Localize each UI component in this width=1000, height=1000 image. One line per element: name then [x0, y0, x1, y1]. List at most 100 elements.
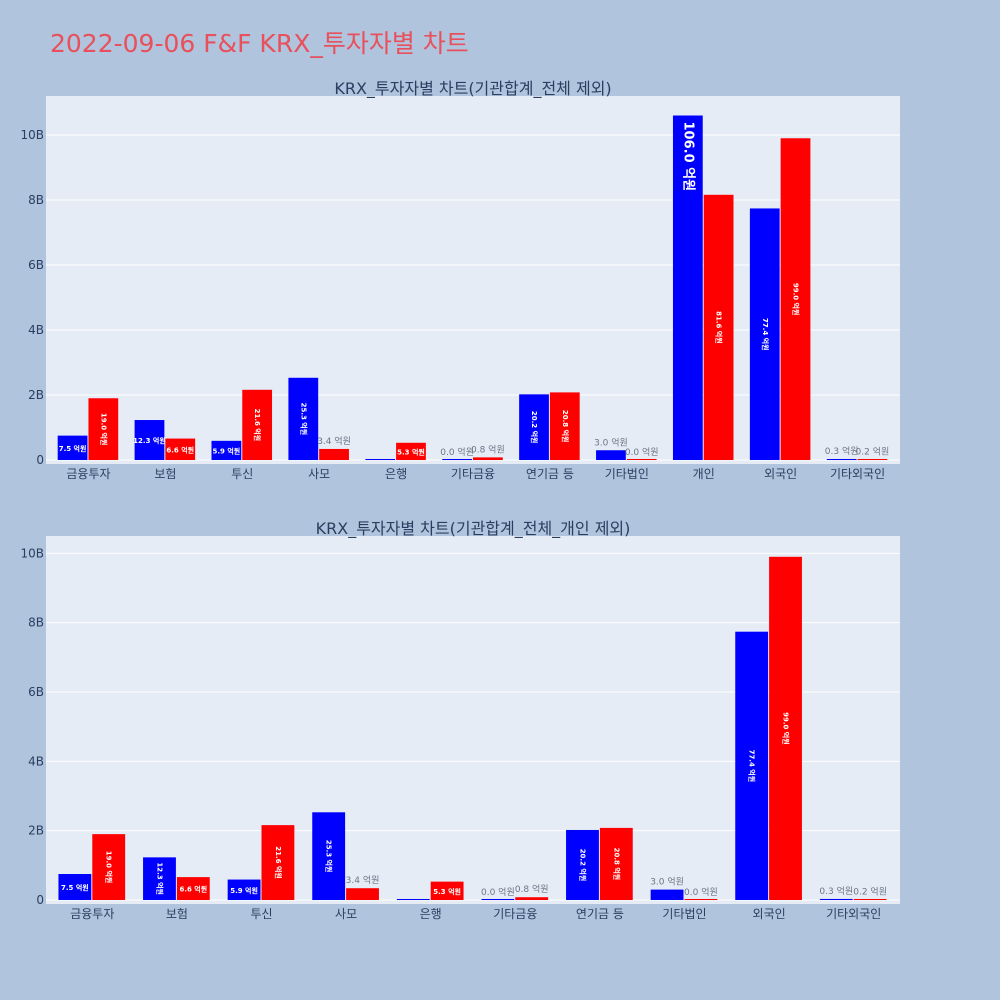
- y-tick-label: 10B: [20, 546, 44, 560]
- bar-label: 12.3 억원: [155, 862, 164, 895]
- x-tick-label: 연기금 등: [576, 907, 624, 921]
- bar: [134, 420, 165, 460]
- bar: [396, 899, 430, 900]
- y-tick-label: 4B: [28, 323, 44, 337]
- chart-institutional-individual-excluded: KRX_투자자별 차트(기관합계_전체_개인 제외) 0 2B 4B 6B 8B 10B 7.…: [20, 519, 900, 921]
- bar-label: 25.3 억원: [325, 840, 334, 873]
- bar-label: 21.6 억원: [253, 409, 262, 442]
- bar: [176, 877, 210, 900]
- bar-label: 0.0 억원: [440, 446, 474, 458]
- bar: [703, 194, 734, 461]
- x-tick-label: 은행: [385, 466, 407, 481]
- bar-label: 20.2 억원: [530, 411, 539, 444]
- bar: [826, 459, 857, 460]
- bar: [365, 459, 396, 460]
- x-tick-label: 외국인: [764, 467, 797, 481]
- bar-label: 0.3 억원: [825, 445, 859, 457]
- y-tick-label: 4B: [28, 754, 44, 768]
- bar: [684, 899, 718, 900]
- bar: [519, 394, 549, 460]
- bar-label: 3.4 억원: [317, 435, 351, 447]
- bar: [242, 389, 273, 460]
- x-tick-label: 사모: [335, 907, 357, 921]
- x-tick-label: 기타법인: [605, 467, 649, 481]
- bar-label: 12.3 억원: [133, 436, 166, 445]
- y-tick-label: 6B: [28, 258, 44, 272]
- bar-label: 20.8 억원: [561, 410, 570, 443]
- x-tick-label: 개인: [693, 467, 715, 481]
- bar-label: 5.3 억원: [433, 887, 461, 896]
- bar-label: 3.0 억원: [650, 876, 684, 888]
- bar: [92, 834, 126, 900]
- x-tick-label: 기타외국인: [826, 907, 881, 921]
- bar: [211, 440, 242, 460]
- bar-label: 7.5 억원: [61, 883, 89, 892]
- bar-label: 19.0 억원: [105, 851, 114, 884]
- bar: [549, 392, 580, 460]
- bar-label: 0.2 억원: [853, 885, 887, 897]
- bar: [749, 208, 780, 460]
- bar-label: 77.4 억원: [748, 750, 757, 783]
- chart-title: KRX_투자자별 차트(기관합계_전체_개인 제외): [316, 519, 631, 539]
- x-tick-label: 외국인: [753, 907, 786, 921]
- bar: [319, 448, 349, 460]
- bar-label: 0.3 억원: [819, 885, 853, 897]
- x-tick-label: 기타금융: [451, 467, 495, 481]
- bar-label: 19.0 억원: [99, 413, 108, 446]
- bar: [650, 889, 684, 900]
- x-tick-label: 연기금 등: [526, 467, 574, 481]
- y-tick-label: 8B: [28, 616, 44, 630]
- chart-institutional-excluded: KRX_투자자별 차트(기관합계_전체 제외) 0 2B 4B 6B 8B 10B 7.5 억…: [20, 79, 900, 481]
- bar: [442, 459, 472, 460]
- x-tick-label: 기타외국인: [830, 467, 885, 481]
- bar-label: 20.2 억원: [578, 849, 587, 882]
- bar: [143, 857, 176, 900]
- bar: [481, 899, 515, 900]
- bar-label: 0.0 억원: [684, 886, 718, 898]
- x-tick-label: 기타금융: [493, 907, 537, 921]
- bar: [566, 829, 599, 900]
- bar: [596, 450, 626, 460]
- bar: [261, 825, 295, 900]
- bar-label: 3.4 억원: [346, 874, 380, 886]
- x-tick-label: 기타법인: [662, 907, 706, 921]
- bar: [780, 138, 811, 460]
- page-title: 2022-09-06 F&F KRX_투자자별 차트: [50, 29, 469, 58]
- bar: [288, 377, 319, 460]
- bar: [626, 459, 657, 460]
- bar: [857, 459, 888, 460]
- bar-label: 7.5 억원: [59, 444, 87, 453]
- bar: [769, 556, 802, 900]
- bar: [165, 438, 196, 460]
- x-tick-label: 금융투자: [70, 907, 114, 921]
- bar: [312, 812, 346, 900]
- bar-label: 0.8 억원: [515, 883, 549, 895]
- chart-title: KRX_투자자별 차트(기관합계_전체 제외): [334, 79, 611, 99]
- y-tick-label: 6B: [28, 685, 44, 699]
- bar-label: 5.3 억원: [397, 447, 425, 456]
- x-tick-label: 보험: [154, 467, 176, 481]
- bar: [515, 897, 549, 900]
- y-tick-label: 8B: [28, 193, 44, 207]
- bar-label: 77.4 억원: [761, 318, 770, 351]
- y-tick-label: 2B: [28, 824, 44, 838]
- y-tick-label: 10B: [20, 128, 44, 142]
- bar-label: 99.0 억원: [782, 712, 791, 745]
- bar-label: 25.3 억원: [299, 403, 308, 436]
- bar: [346, 888, 379, 900]
- bar-label: 5.9 억원: [230, 886, 258, 895]
- bar: [396, 442, 426, 460]
- bar: [227, 879, 261, 900]
- bar: [430, 881, 464, 900]
- bar-label: 6.6 억원: [179, 885, 207, 894]
- y-tick-label: 2B: [28, 388, 44, 402]
- bar-label: 106.0 억원: [680, 122, 695, 192]
- bar: [58, 874, 92, 900]
- bar-label: 0.0 억원: [625, 446, 659, 458]
- bar-label: 21.6 억원: [274, 846, 283, 879]
- x-tick-label: 금융투자: [66, 467, 110, 481]
- bar: [819, 898, 853, 900]
- x-tick-label: 보험: [166, 907, 188, 921]
- bar: [88, 398, 119, 460]
- x-tick-label: 투신: [250, 907, 272, 921]
